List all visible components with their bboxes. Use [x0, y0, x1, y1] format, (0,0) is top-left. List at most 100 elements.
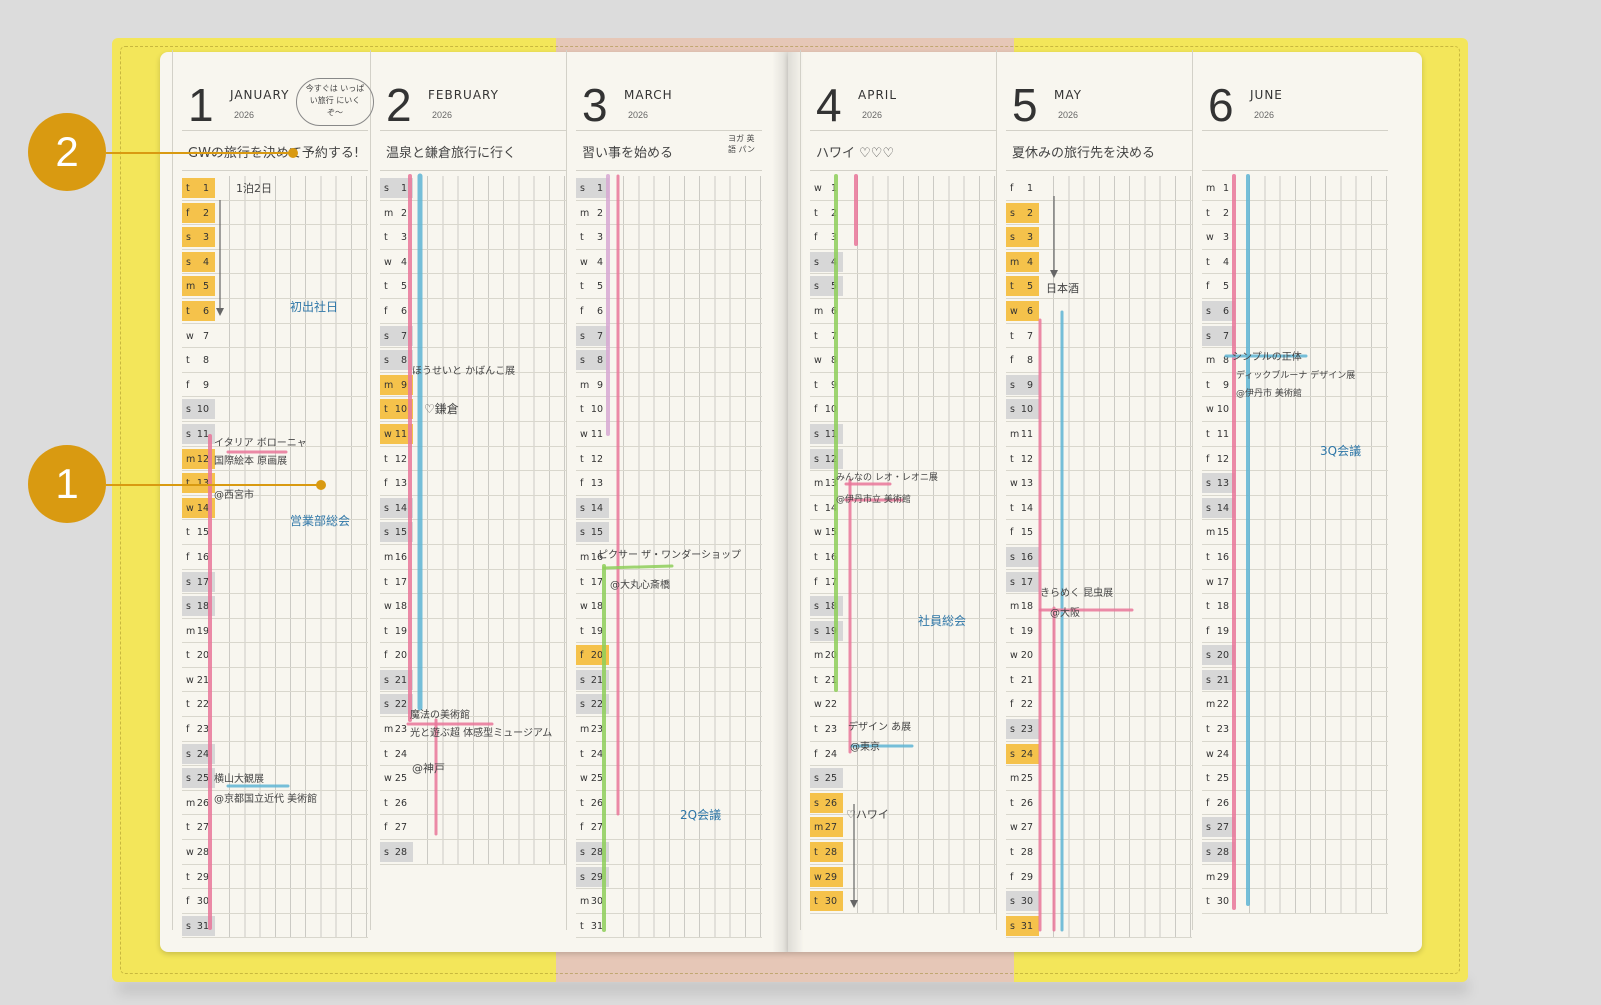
day-row[interactable]: m 30 — [576, 889, 762, 914]
day-row[interactable]: s 15 — [380, 520, 566, 545]
day-row[interactable]: t 30 — [1202, 889, 1388, 914]
day-row[interactable]: m 18 — [1006, 594, 1192, 619]
day-row[interactable]: t 15 — [182, 520, 368, 545]
day-row[interactable]: s 31 — [182, 913, 368, 939]
day-row[interactable]: f 19 — [1202, 618, 1388, 644]
day-row[interactable]: w 17 — [1202, 569, 1388, 595]
day-row[interactable]: t 13 — [182, 471, 368, 496]
day-row[interactable]: w 20 — [1006, 643, 1192, 668]
day-row[interactable]: s 23 — [1006, 717, 1192, 742]
day-row[interactable]: t 12 — [576, 446, 762, 472]
day-row[interactable]: t 12 — [380, 446, 566, 472]
day-row[interactable]: s 16 — [1006, 544, 1192, 570]
day-row[interactable]: t 25 — [1202, 766, 1388, 791]
day-row[interactable]: t 24 — [576, 741, 762, 767]
day-row[interactable]: m 29 — [1202, 864, 1388, 890]
day-row[interactable]: s 14 — [576, 495, 762, 521]
day-row[interactable]: s 18 — [810, 594, 996, 619]
day-row[interactable]: s 28 — [576, 840, 762, 865]
day-row[interactable]: m 13 — [810, 471, 996, 496]
day-row[interactable]: w 24 — [1202, 741, 1388, 767]
day-row[interactable]: m 19 — [182, 618, 368, 644]
day-row[interactable]: f 23 — [182, 717, 368, 742]
day-row[interactable]: s 12 — [810, 446, 996, 472]
day-row[interactable]: s 13 — [1202, 471, 1388, 496]
day-row[interactable]: t 27 — [182, 815, 368, 841]
day-row[interactable]: t 29 — [182, 864, 368, 890]
day-row[interactable]: s 21 — [380, 667, 566, 693]
day-row[interactable]: s 20 — [1202, 643, 1388, 668]
day-row[interactable]: t 23 — [1202, 717, 1388, 742]
day-row[interactable]: s 22 — [576, 692, 762, 718]
day-row[interactable]: w 14 — [182, 495, 368, 521]
day-row[interactable]: t 24 — [380, 741, 566, 767]
day-row[interactable]: s 18 — [182, 594, 368, 619]
day-row[interactable]: w 18 — [380, 594, 566, 619]
day-row[interactable]: f 15 — [1006, 520, 1192, 545]
day-row[interactable]: f 16 — [182, 544, 368, 570]
day-row[interactable]: s 27 — [1202, 815, 1388, 841]
day-row[interactable]: s 28 — [380, 840, 566, 865]
day-row[interactable]: s 21 — [1202, 667, 1388, 693]
day-row[interactable]: m 27 — [810, 815, 996, 841]
day-row[interactable]: t 18 — [1202, 594, 1388, 619]
day-row[interactable]: f 26 — [1202, 790, 1388, 816]
day-row[interactable]: t 10 — [576, 397, 762, 422]
day-row[interactable]: f 13 — [576, 471, 762, 496]
day-row[interactable]: f 30 — [182, 889, 368, 914]
day-row[interactable]: t 10 — [380, 397, 566, 422]
day-row[interactable]: t 17 — [380, 569, 566, 595]
day-row[interactable]: f 13 — [380, 471, 566, 496]
day-row[interactable]: t 19 — [576, 618, 762, 644]
day-row[interactable]: t 17 — [576, 569, 762, 595]
day-row[interactable]: w 11 — [576, 421, 762, 447]
day-row[interactable]: s 25 — [182, 766, 368, 791]
day-row[interactable]: m 15 — [1202, 520, 1388, 545]
day-row[interactable]: t 19 — [380, 618, 566, 644]
day-row[interactable]: m 26 — [182, 790, 368, 816]
day-row[interactable]: t 22 — [182, 692, 368, 718]
day-row[interactable]: w 22 — [810, 692, 996, 718]
day-row[interactable]: s 17 — [1006, 569, 1192, 595]
day-row[interactable]: m 11 — [1006, 421, 1192, 447]
day-row[interactable]: w 15 — [810, 520, 996, 545]
day-row[interactable]: w 13 — [1006, 471, 1192, 496]
day-row[interactable]: s 15 — [576, 520, 762, 545]
day-row[interactable]: t 28 — [810, 840, 996, 865]
day-row[interactable]: w 28 — [182, 840, 368, 865]
day-row[interactable]: t 23 — [810, 717, 996, 742]
day-row[interactable]: f 12 — [1202, 446, 1388, 472]
day-row[interactable]: f 24 — [810, 741, 996, 767]
day-row[interactable]: t 21 — [1006, 667, 1192, 693]
day-row[interactable]: m 25 — [1006, 766, 1192, 791]
day-row[interactable]: s 29 — [576, 864, 762, 890]
